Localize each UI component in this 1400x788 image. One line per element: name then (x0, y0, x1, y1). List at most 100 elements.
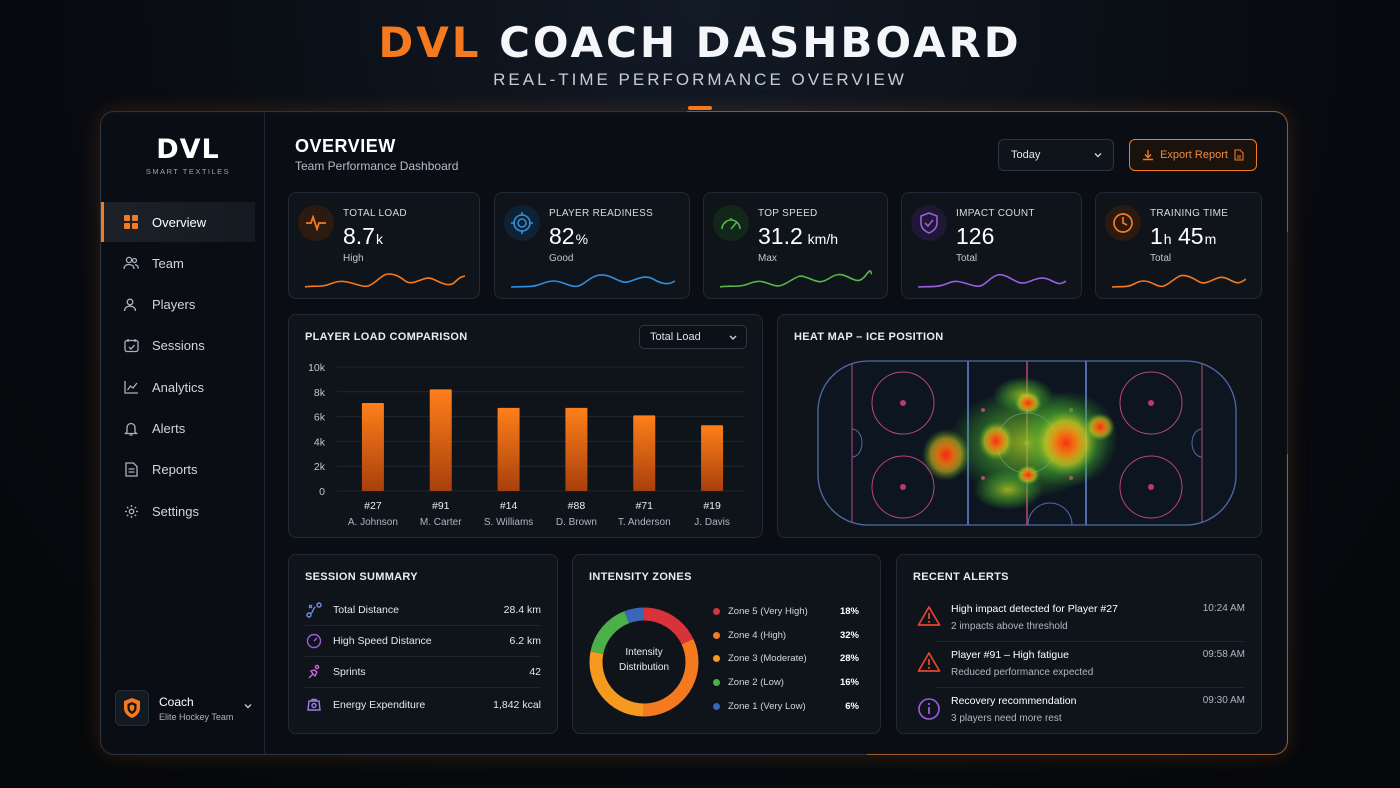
logo-text: DVL (156, 134, 220, 165)
sidebar: DVL SMART TEXTILES Overview Team Players… (101, 112, 265, 754)
recent-alerts-card: RECENT ALERTS High impact detected for P… (896, 554, 1262, 734)
user-name: Coach (159, 694, 194, 709)
speedometer-icon (713, 205, 749, 241)
zone-row: Zone 4 (High) 32% (713, 627, 859, 643)
energy-icon (305, 697, 323, 713)
bell-icon (123, 420, 139, 436)
logo-subtext: SMART TEXTILES (145, 167, 231, 176)
heartbeat-icon (298, 205, 334, 241)
x-tick-label: #91 (432, 500, 450, 512)
kpi-card-player-readiness[interactable]: PLAYER READINESS 82% Good (494, 192, 690, 299)
donut-slice-zone-4[interactable] (589, 607, 699, 717)
kpi-value: 82% (549, 223, 589, 249)
date-range-value: Today (1011, 149, 1041, 161)
sidebar-item-settings[interactable]: Settings (101, 491, 265, 531)
sidebar-item-label: Team (152, 255, 184, 271)
sidebar-item-team[interactable]: Team (101, 243, 265, 283)
sidebar-item-overview[interactable]: Overview (101, 202, 255, 242)
x-player-name: A. Johnson (348, 517, 398, 528)
kpi-card-top-speed[interactable]: TOP SPEED 31.2 km/h Max (703, 192, 888, 299)
zone-row: Zone 1 (Very Low) 6% (713, 698, 859, 714)
divider (935, 687, 1245, 688)
grid-icon (123, 214, 139, 230)
sidebar-item-sessions[interactable]: Sessions (101, 326, 265, 366)
kpi-card-total-load[interactable]: TOTAL LOAD 8.7k High (288, 192, 480, 299)
kpi-label: TRAINING TIME (1150, 208, 1229, 219)
sparkline (511, 274, 675, 288)
chevron-down-icon (729, 335, 737, 340)
y-tick-label: 0 (319, 486, 325, 498)
section-title: HEAT MAP – ICE POSITION (794, 331, 944, 343)
avatar (115, 690, 149, 726)
sidebar-item-players[interactable]: Players (101, 285, 265, 325)
sidebar-item-label: Players (152, 297, 196, 313)
sidebar-nav: Overview Team Players Sessions Analytics… (101, 202, 265, 532)
logo: DVL SMART TEXTILES (143, 134, 233, 176)
zone-dot (713, 607, 720, 615)
analytics-icon (123, 379, 139, 395)
zone-row: Zone 3 (Moderate) 28% (713, 650, 859, 666)
donut-slice-zone-1[interactable] (589, 607, 699, 717)
bar-player-14[interactable] (497, 407, 520, 491)
heat-map-card: HEAT MAP – ICE POSITION (777, 314, 1262, 538)
kpi-sub: Max (758, 253, 777, 264)
bar-player-71[interactable] (633, 415, 656, 491)
summary-row-sprints: Sprints 42 (305, 657, 541, 688)
sparkline (1112, 274, 1246, 288)
x-player-name: S. Williams (484, 517, 533, 528)
ice-rink-heat-map (817, 360, 1237, 526)
sidebar-item-alerts[interactable]: Alerts (101, 408, 265, 448)
alert-item[interactable]: Recovery recommendation 3 players need m… (913, 695, 1245, 731)
kpi-value: 8.7k (343, 223, 383, 249)
hero-brand: DVL (378, 18, 482, 67)
y-tick-label: 2k (314, 461, 326, 473)
zone-row: Zone 5 (Very High) 18% (713, 603, 859, 619)
kpi-value: 31.2 km/h (758, 223, 838, 249)
sidebar-item-reports[interactable]: Reports (101, 450, 265, 490)
export-report-button[interactable]: Export Report (1129, 139, 1257, 171)
x-player-name: D. Brown (556, 517, 597, 528)
sidebar-item-label: Overview (152, 214, 207, 230)
bar-player-88[interactable] (565, 407, 588, 491)
dashboard-window: DVL SMART TEXTILES Overview Team Players… (100, 111, 1288, 755)
user-menu[interactable]: Coach Elite Hockey Team (115, 688, 257, 728)
speed-icon (305, 633, 323, 649)
user-team: Elite Hockey Team (159, 711, 234, 722)
x-tick-label: #14 (500, 500, 518, 512)
bar-player-19[interactable] (701, 425, 724, 491)
file-icon (1234, 149, 1244, 161)
kpi-sub: High (343, 253, 364, 264)
report-icon (123, 462, 139, 478)
hero-divider (688, 106, 712, 110)
sprint-icon (305, 664, 323, 680)
zone-dot (713, 631, 720, 639)
bar-player-91[interactable] (429, 389, 452, 491)
zone-dot (713, 702, 720, 710)
load-metric-select[interactable]: Total Load (639, 325, 747, 349)
x-player-name: J. Davis (694, 517, 730, 528)
section-title: SESSION SUMMARY (305, 571, 418, 583)
bar-chart: 10k 8k 6k 4k 2k 0 #27 A. Johnson #91 M. Carter #14… (308, 362, 744, 528)
x-player-name: T. Anderson (618, 517, 671, 528)
gear-icon (123, 503, 139, 519)
kpi-sub: Total (956, 253, 978, 264)
y-tick-label: 4k (314, 436, 326, 448)
kpi-label: PLAYER READINESS (549, 208, 654, 219)
kpi-label: TOP SPEED (758, 208, 818, 219)
alert-item[interactable]: High impact detected for Player #27 2 im… (913, 603, 1245, 639)
zone-dot (713, 654, 720, 662)
bar-player-27[interactable] (361, 402, 384, 491)
shield-icon (911, 205, 947, 241)
kpi-card-impact-count[interactable]: IMPACT COUNT 126 Total (901, 192, 1082, 299)
kpi-sub: Total (1150, 253, 1172, 264)
alert-item[interactable]: Player #91 – High fatigue Reduced perfor… (913, 649, 1245, 685)
x-tick-label: #19 (703, 500, 721, 512)
team-crest-icon (124, 698, 140, 718)
donut-center-label: Intensity Distribution (618, 647, 670, 673)
sidebar-item-analytics[interactable]: Analytics (101, 367, 265, 407)
date-range-select[interactable]: Today (998, 139, 1114, 171)
kpi-card-training-time[interactable]: TRAINING TIME 1h 45m Total (1095, 192, 1262, 299)
y-tick-label: 10k (308, 362, 326, 374)
summary-row-energy-expenditure: Energy Expenditure 1,842 kcal (305, 689, 541, 720)
donut-slice-zone-3[interactable] (589, 607, 699, 717)
